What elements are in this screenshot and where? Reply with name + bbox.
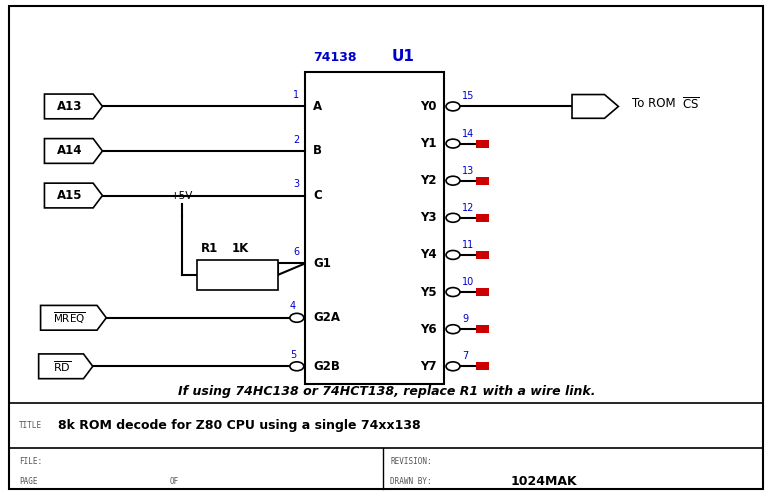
Text: 9: 9 — [462, 314, 468, 324]
Text: 6: 6 — [293, 247, 299, 257]
Circle shape — [446, 250, 460, 259]
Text: A15: A15 — [57, 189, 82, 202]
Text: 1024MAK: 1024MAK — [510, 475, 577, 489]
Text: G1: G1 — [313, 257, 331, 270]
Bar — [197, 260, 278, 290]
Text: $\overline{\rm RD}$: $\overline{\rm RD}$ — [53, 359, 71, 374]
Text: 7: 7 — [462, 351, 468, 361]
Circle shape — [446, 102, 460, 111]
Circle shape — [446, 213, 460, 222]
Bar — [305, 72, 444, 384]
Text: 4: 4 — [290, 301, 296, 311]
Polygon shape — [45, 94, 102, 119]
Circle shape — [446, 139, 460, 148]
Text: 2: 2 — [293, 135, 299, 145]
Text: A13: A13 — [57, 100, 82, 113]
Text: +5V: +5V — [171, 192, 192, 201]
Text: 12: 12 — [462, 203, 475, 213]
Text: OF: OF — [170, 477, 179, 486]
Text: Y7: Y7 — [421, 360, 437, 373]
Text: Y5: Y5 — [420, 286, 437, 298]
Text: A14: A14 — [57, 145, 82, 157]
Text: REVISION:: REVISION: — [390, 457, 432, 466]
Text: If using 74HC138 or 74HCT138, replace R1 with a wire link.: If using 74HC138 or 74HCT138, replace R1… — [178, 385, 595, 397]
Text: Y0: Y0 — [421, 100, 437, 113]
Text: 15: 15 — [462, 92, 475, 101]
Circle shape — [446, 176, 460, 185]
Text: 8k ROM decode for Z80 CPU using a single 74xx138: 8k ROM decode for Z80 CPU using a single… — [58, 419, 421, 432]
Text: Y3: Y3 — [421, 211, 437, 224]
Text: To ROM: To ROM — [632, 98, 676, 110]
Text: Y4: Y4 — [420, 248, 437, 261]
Text: B: B — [313, 145, 322, 157]
Text: $\overline{\rm CS}$: $\overline{\rm CS}$ — [682, 96, 700, 112]
Polygon shape — [39, 354, 93, 379]
Text: 13: 13 — [462, 166, 475, 176]
Text: U1: U1 — [392, 50, 414, 64]
Circle shape — [290, 362, 304, 371]
Bar — [476, 325, 489, 333]
Text: TITLE: TITLE — [19, 421, 43, 430]
Text: Y2: Y2 — [421, 174, 437, 187]
Text: $\overline{\rm MREQ}$: $\overline{\rm MREQ}$ — [53, 310, 86, 326]
Text: PAGE: PAGE — [19, 477, 38, 486]
Text: Y1: Y1 — [421, 137, 437, 150]
Text: 74138: 74138 — [313, 51, 356, 64]
Circle shape — [446, 325, 460, 334]
Text: Y6: Y6 — [420, 323, 437, 336]
Text: A: A — [313, 100, 322, 113]
Text: G2A: G2A — [313, 311, 340, 324]
Polygon shape — [45, 139, 102, 163]
Text: 14: 14 — [462, 129, 475, 139]
Circle shape — [446, 288, 460, 297]
Text: DRAWN BY:: DRAWN BY: — [390, 477, 432, 486]
Polygon shape — [572, 95, 618, 118]
Text: 11: 11 — [462, 240, 475, 250]
Circle shape — [290, 313, 304, 322]
Text: 1: 1 — [293, 90, 299, 100]
Bar — [476, 362, 489, 370]
Text: C: C — [313, 189, 322, 202]
Text: R1: R1 — [201, 242, 218, 255]
Bar — [476, 251, 489, 259]
Bar — [476, 288, 489, 296]
Circle shape — [446, 362, 460, 371]
Text: 1K: 1K — [232, 242, 249, 255]
Text: 3: 3 — [293, 179, 299, 189]
Text: 10: 10 — [462, 277, 475, 287]
Text: 5: 5 — [290, 350, 296, 360]
Bar — [476, 177, 489, 185]
Text: G2B: G2B — [313, 360, 340, 373]
Text: FILE:: FILE: — [19, 457, 43, 466]
Bar — [476, 140, 489, 148]
Polygon shape — [45, 183, 102, 208]
Bar — [476, 214, 489, 222]
Polygon shape — [40, 305, 107, 330]
